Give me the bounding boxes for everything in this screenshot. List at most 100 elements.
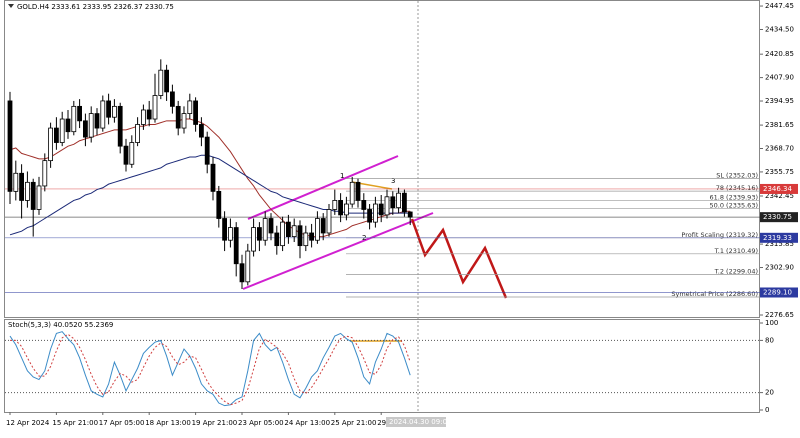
x-tick-label: 12 Apr 2024 [6, 419, 50, 427]
candle-body [146, 109, 152, 120]
candle-body [94, 113, 100, 129]
candle-body [332, 200, 338, 210]
candle-body [193, 100, 199, 125]
candle-body [216, 190, 222, 219]
moving-average [9, 118, 411, 238]
candle-body [24, 181, 30, 201]
price-tag-box [760, 287, 798, 298]
candle-body [140, 109, 146, 125]
candle-body [384, 196, 390, 216]
candle-body [181, 113, 187, 129]
x-tick-label: 15 Apr 21:00 [52, 419, 98, 427]
y-tick-label: 0 [765, 406, 769, 414]
x-tick-label: 25 Apr 21:00 [331, 419, 377, 427]
y-tick-label: 2434.50 [765, 25, 794, 33]
candle-body [367, 209, 373, 223]
candle-body [245, 250, 251, 283]
candle-body [285, 221, 291, 238]
candle-body [314, 218, 320, 241]
candle-body [88, 113, 94, 138]
channel-lower [242, 212, 434, 290]
stochastic-line [10, 333, 411, 406]
price-tag: 2346.34 [763, 185, 792, 193]
candle-body [54, 127, 59, 143]
level-label: Profit Scaling (2319.32) [681, 231, 758, 239]
price-tag-box [760, 212, 798, 223]
x-tick-label: 18 Apr 13:00 [145, 419, 191, 427]
candle-body [13, 172, 19, 192]
indicator-title: Stoch(5,3,3) 40.0520 55.2369 [8, 321, 113, 329]
candle-body [100, 100, 106, 129]
candle-body [135, 124, 141, 143]
candle-body [396, 192, 402, 209]
candle-body [291, 225, 297, 238]
level-label: T.1 (2310.49) [714, 247, 758, 255]
stochastic-line [9, 331, 411, 407]
y-tick-label: 2381.65 [765, 121, 794, 129]
x-tick-label: 19 Apr 21:00 [192, 419, 238, 427]
candle-body [326, 209, 332, 234]
candle-body [158, 69, 164, 96]
candle-body [42, 160, 48, 187]
y-tick-label: 2368.70 [765, 145, 794, 153]
level-label: 50.0 (2335.63) [710, 201, 759, 209]
candle-body [239, 263, 245, 283]
moving-average [9, 154, 411, 236]
y-tick-label: 2315.85 [765, 240, 794, 248]
candle-body [268, 218, 274, 234]
level-label: Symetrical Price (2286.60) [671, 290, 758, 298]
y-tick-label: 2407.90 [765, 74, 794, 82]
indicator-panel-frame [4, 319, 760, 413]
candle-body [65, 118, 71, 133]
level-label: 61.8 (2339.93) [710, 194, 759, 202]
candle-body [251, 227, 257, 252]
candle-body [152, 95, 158, 120]
x-tick-label: 24 Apr 13:00 [284, 419, 330, 427]
symbol-menu-icon[interactable] [8, 4, 14, 8]
candle-body [378, 203, 384, 216]
candle-body [227, 227, 233, 241]
level-label: 78 (2345.16) [716, 184, 758, 192]
y-tick-label: 100 [765, 319, 778, 327]
x-tick-label: 17 Apr 05:00 [99, 419, 145, 427]
candle-body [320, 218, 326, 234]
candle-body [256, 227, 262, 241]
y-tick-label: 2342.45 [765, 192, 794, 200]
y-tick-label: 2276.65 [765, 311, 794, 319]
candle-body [77, 105, 82, 122]
x-tick-label: 29 A [377, 419, 393, 427]
candle-body [106, 100, 111, 118]
candle-body [390, 196, 396, 209]
candle-body [280, 221, 286, 247]
candle-body [297, 225, 303, 247]
wave-label: 3 [391, 177, 395, 185]
y-tick-label: 2394.95 [765, 97, 794, 105]
candle-body [169, 91, 175, 107]
candle-body [198, 124, 204, 138]
price-tag: 2330.75 [763, 213, 792, 221]
candle-body [343, 203, 349, 216]
y-tick-label: 2420.85 [765, 50, 794, 58]
channel-upper [247, 155, 399, 220]
wave-label: 1 [340, 172, 344, 180]
candle-body [262, 218, 268, 241]
candle-body [129, 142, 135, 165]
candle-body [123, 145, 129, 165]
candle-body [7, 100, 13, 192]
candle-body [303, 232, 309, 247]
crosshair-label: 2024.04.30 09:00 [389, 418, 451, 426]
candle-body [401, 192, 407, 213]
level-label: T.2 (2299.04) [714, 268, 758, 276]
chart-title: GOLD.H4 2333.61 2333.95 2326.37 2330.75 [17, 3, 174, 11]
candle-body [71, 105, 77, 133]
candle-body [210, 163, 216, 192]
level-label: SL (2352.03) [716, 172, 758, 180]
price-tag: 2319.33 [763, 234, 792, 242]
candle-body [187, 100, 193, 114]
candle-body [407, 211, 413, 218]
candle-body [274, 232, 280, 247]
candle-body [19, 172, 25, 201]
candle-body [349, 181, 355, 205]
